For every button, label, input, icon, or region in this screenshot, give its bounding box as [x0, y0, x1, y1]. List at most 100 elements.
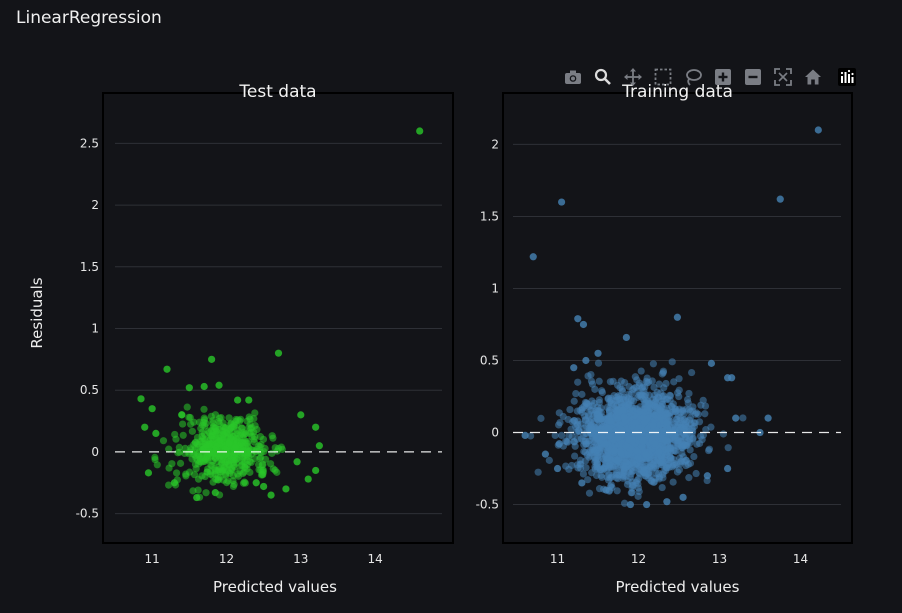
scatter-point [651, 399, 659, 407]
scatter-point [521, 431, 529, 440]
y-tick-label: 1 [91, 321, 99, 335]
scatter-point [605, 432, 613, 441]
scatter-point [632, 446, 641, 455]
scatter-point [555, 440, 563, 448]
scatter-point [163, 365, 171, 373]
scatter-point [198, 452, 206, 460]
scatter-point [614, 475, 622, 483]
pan-button[interactable] [620, 66, 646, 92]
scatter-point [555, 421, 563, 429]
scatter-point [634, 484, 643, 492]
scatter-point [247, 458, 255, 466]
scatter-point [293, 458, 301, 466]
scatter-point [622, 442, 630, 450]
scatter-point [206, 435, 215, 443]
y-tick-label: 2 [491, 137, 499, 151]
pan-icon [624, 68, 642, 90]
reset-axes-button[interactable] [800, 66, 826, 92]
scatter-point [258, 470, 267, 478]
scatter-point [601, 440, 609, 449]
scatter-point [229, 459, 237, 467]
scatter-point [670, 378, 678, 386]
scatter-point [666, 391, 674, 400]
scatter-point [230, 480, 238, 489]
scatter-point [231, 443, 240, 451]
scatter-point [570, 397, 578, 405]
x-tick-label: 12 [631, 552, 646, 566]
scatter-point [159, 437, 168, 445]
scatter-point [176, 448, 184, 456]
scatter-point [732, 414, 740, 422]
scatter-point [582, 356, 590, 365]
plotly-logo-link[interactable] [834, 66, 860, 92]
scatter-point [151, 453, 159, 461]
scatter-point [557, 431, 566, 439]
scatter-point [593, 461, 601, 469]
scatter-point [634, 453, 642, 461]
scatter-point [274, 349, 283, 357]
scatter-point [814, 126, 822, 134]
plot-frame [502, 92, 853, 544]
scatter-point [223, 479, 231, 487]
box-select-button[interactable] [650, 66, 676, 92]
scatter-point [626, 408, 634, 417]
scatter-point [625, 435, 633, 444]
scatter-point [694, 410, 702, 418]
scatter-point [635, 469, 643, 477]
zoom-out-button[interactable] [740, 66, 766, 92]
scatter-point [230, 420, 238, 428]
panel-test: -0.5 0 0.5 1 1.5 2 2.5 11 12 13 14 Test data Predict… [28, 82, 454, 596]
scatter-point [416, 127, 424, 135]
scatter-point [238, 424, 246, 432]
scatter-series-test [137, 127, 424, 502]
scatter-point [252, 479, 260, 487]
autoscale-button[interactable] [770, 66, 796, 92]
scatter-point [669, 461, 677, 469]
scatter-point [663, 419, 671, 427]
scatter-point [675, 375, 683, 383]
scatter-point [622, 333, 630, 342]
scatter-point [632, 478, 640, 487]
scatter-point [668, 403, 676, 411]
scatter-point [602, 486, 610, 494]
scatter-point [253, 425, 261, 434]
scatter-point [178, 420, 187, 428]
lasso-select-icon [684, 68, 702, 90]
scatter-point [192, 465, 200, 473]
scatter-point [579, 320, 588, 329]
scatter-point [657, 413, 665, 422]
scatter-point [632, 427, 640, 436]
scatter-point [239, 479, 248, 487]
scatter-point [170, 479, 179, 487]
scatter-point [701, 410, 709, 418]
download-plot-button[interactable] [560, 66, 586, 92]
scatter-point [594, 359, 603, 367]
zoom-in-button[interactable] [710, 66, 736, 92]
scatter-point [649, 421, 657, 429]
scatter-point [255, 442, 263, 450]
scatter-point [621, 378, 629, 387]
x-tick-label: 14 [367, 552, 382, 566]
scatter-point [599, 433, 608, 441]
scatter-point [241, 463, 249, 472]
scatter-point [315, 442, 323, 450]
lasso-select-button[interactable] [680, 66, 706, 92]
scatter-point [627, 390, 636, 398]
scatter-point [697, 401, 705, 409]
scatter-point [611, 441, 619, 449]
y-tick-label: -0.5 [76, 507, 99, 521]
scatter-point [585, 402, 593, 411]
scatter-point [188, 427, 196, 435]
scatter-point [212, 475, 220, 483]
scatter-point [680, 409, 688, 418]
scatter-point [657, 404, 665, 412]
scatter-point [223, 429, 231, 437]
zoom-button[interactable] [590, 66, 616, 92]
scatter-point [191, 439, 199, 447]
scatter-point [568, 461, 576, 470]
plot-modebar [560, 66, 860, 92]
scatter-point [620, 499, 629, 507]
scatter-point [645, 391, 653, 399]
scatter-point [658, 483, 666, 492]
scatter-point [579, 432, 587, 440]
